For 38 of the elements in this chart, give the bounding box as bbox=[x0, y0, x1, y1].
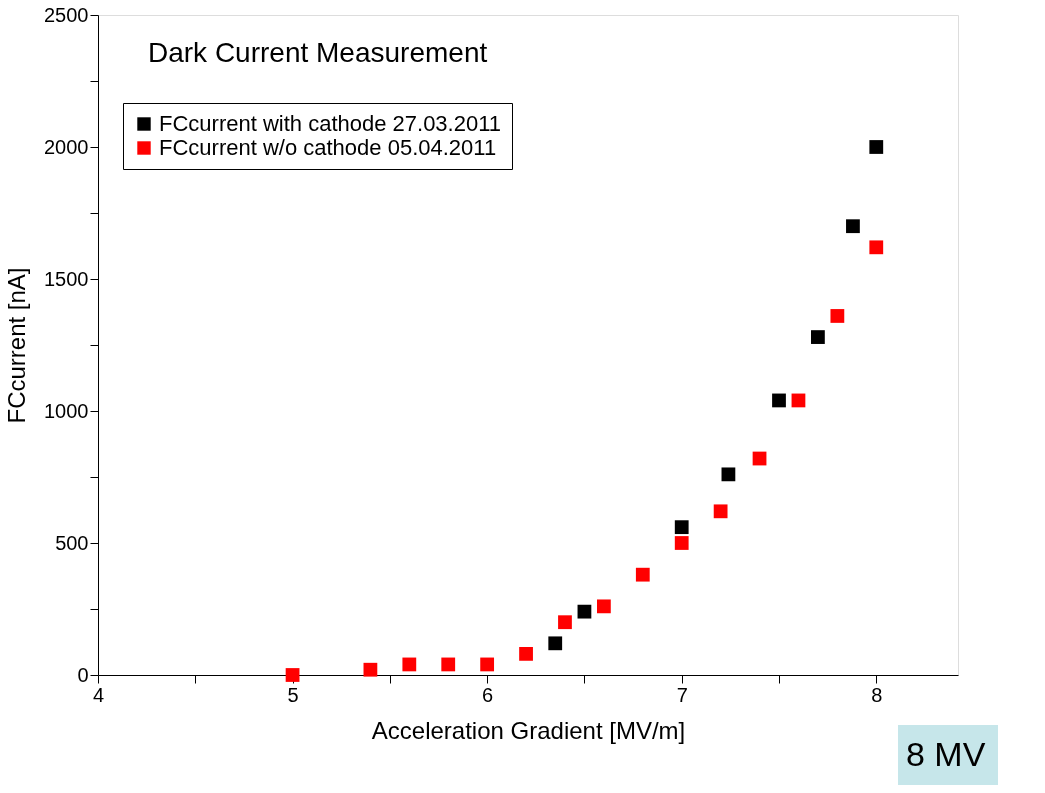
x-tick-label: 7 bbox=[676, 683, 688, 706]
point bbox=[519, 646, 533, 661]
y-tick-label: 1000 bbox=[44, 399, 89, 422]
point bbox=[869, 240, 884, 255]
point bbox=[558, 615, 572, 630]
x-tick-label: 8 bbox=[871, 683, 883, 706]
point bbox=[480, 657, 495, 672]
point bbox=[811, 330, 825, 344]
x-axis-title: Acceleration Gradient [MV/m] bbox=[371, 716, 686, 744]
point bbox=[869, 140, 884, 154]
x-tick-label: 5 bbox=[287, 683, 299, 706]
y-tick-label: 2000 bbox=[44, 135, 89, 158]
point bbox=[285, 668, 300, 682]
point bbox=[363, 662, 378, 677]
point bbox=[548, 636, 563, 651]
point bbox=[830, 309, 845, 323]
point bbox=[674, 520, 689, 535]
y-axis-title: FCcurrent [nA] bbox=[3, 267, 31, 424]
text: 8 MV bbox=[906, 735, 986, 773]
y-tick-label: 500 bbox=[55, 531, 89, 554]
point bbox=[577, 604, 592, 619]
point bbox=[721, 467, 736, 482]
legend-label: FCcurrent w/o cathode 05.04.2011 bbox=[159, 135, 497, 160]
y-tick-label: 0 bbox=[77, 663, 89, 686]
x-tick-label: 6 bbox=[482, 683, 494, 706]
y-tick-label: 2500 bbox=[44, 3, 89, 26]
point bbox=[596, 599, 611, 614]
point bbox=[713, 504, 728, 519]
point bbox=[674, 536, 689, 550]
point bbox=[772, 393, 786, 408]
point bbox=[402, 657, 417, 672]
legend-label: FCcurrent with cathode 27.03.2011 bbox=[159, 111, 502, 136]
point bbox=[635, 567, 650, 582]
x-tick-label: 4 bbox=[92, 683, 105, 706]
text: Dark Current Measurement bbox=[148, 37, 488, 68]
y-tick-label: 1500 bbox=[44, 267, 89, 290]
point bbox=[846, 219, 860, 234]
point bbox=[441, 657, 456, 672]
